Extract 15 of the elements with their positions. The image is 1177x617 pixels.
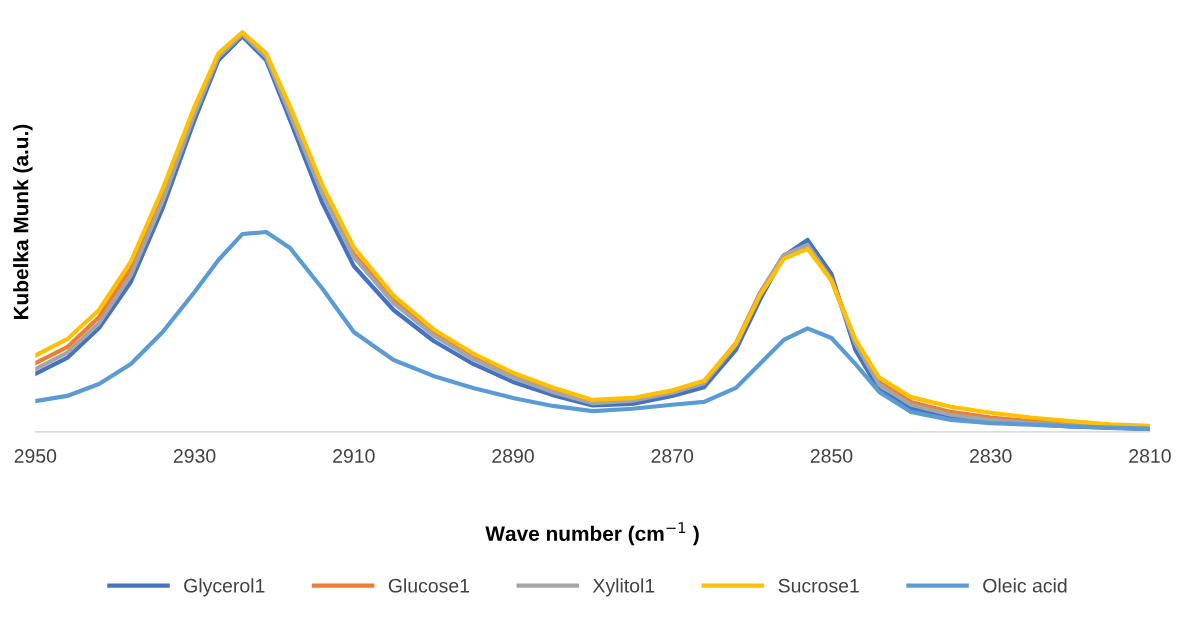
legend-label: Sucrose1 [778, 578, 859, 593]
x-tick-label: 2850 [810, 449, 853, 463]
x-tick-label: 2830 [970, 449, 1012, 463]
x-tick-label: 2950 [14, 449, 57, 463]
x-axis-title: Wave number (cm$^{−1}$ ) [485, 522, 699, 546]
x-tick-label: 2890 [492, 449, 534, 463]
x-tick-label: 2870 [651, 449, 694, 463]
x-tick-label: 2930 [173, 449, 216, 463]
legend-label: Glycerol1 [184, 578, 265, 597]
y-axis-title: Kubelka Munk (a.u.) [13, 124, 33, 320]
legend-label: Xylitol1 [592, 578, 655, 597]
x-tick-label: 2810 [1129, 449, 1171, 463]
legend-label: Glucose1 [388, 578, 470, 593]
x-tick-label: 2910 [333, 449, 375, 463]
legend-label: Oleic acid [983, 578, 1067, 593]
